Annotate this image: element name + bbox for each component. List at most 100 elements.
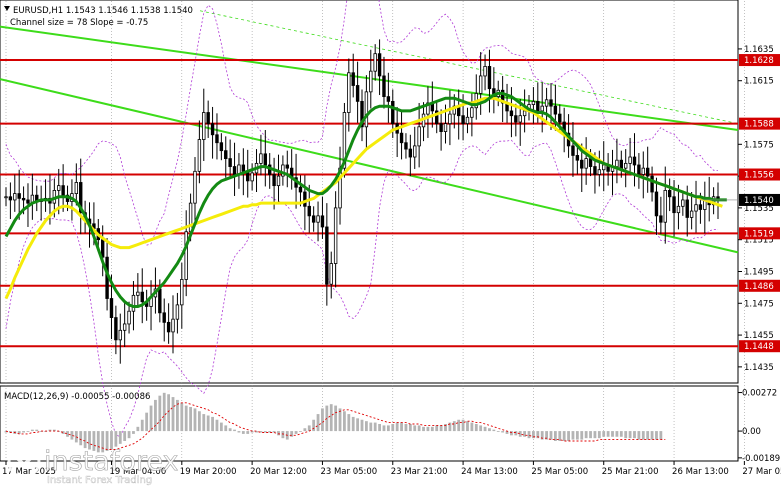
candle-body xyxy=(672,196,676,214)
candle-body xyxy=(509,110,514,117)
candle-body xyxy=(131,294,136,312)
level-price-tag xyxy=(739,340,780,353)
candle-body xyxy=(61,185,65,196)
macd-histogram-bar xyxy=(39,431,43,432)
candle-body xyxy=(681,199,685,207)
macd-histogram-bar xyxy=(110,431,113,450)
price-tick-label: 1.1515 xyxy=(744,236,774,246)
level-price-label: 1.1519 xyxy=(744,229,774,239)
candle-body xyxy=(272,174,276,187)
macd-histogram-bar xyxy=(457,419,461,432)
candle-body xyxy=(316,215,320,223)
candle-body xyxy=(215,134,219,144)
candle-body xyxy=(355,85,360,102)
macd-histogram-bar xyxy=(149,405,153,432)
macd-histogram-bar xyxy=(338,408,342,432)
macd-histogram-bar xyxy=(35,429,39,432)
macd-histogram-bar xyxy=(17,431,21,434)
macd-histogram-bar xyxy=(395,422,399,432)
candle-body xyxy=(13,193,17,201)
macd-histogram-bar xyxy=(628,431,632,439)
macd-histogram-bar xyxy=(202,414,206,432)
price-tick-label: 1.1575 xyxy=(744,140,774,150)
macd-histogram-bar xyxy=(325,405,329,432)
price-candles xyxy=(4,39,720,364)
macd-histogram-bar xyxy=(118,431,122,444)
time-tick-label: 25 Mar 05:00 xyxy=(531,467,588,477)
macd-histogram-bar xyxy=(641,431,645,440)
macd-histogram-bar xyxy=(132,431,135,434)
candle-body xyxy=(637,164,641,175)
macd-histogram-bar xyxy=(259,431,263,433)
current-price-label: 1.1540 xyxy=(744,196,774,206)
candle-body xyxy=(109,298,114,318)
macd-histogram-bar xyxy=(189,407,192,432)
candle-body xyxy=(514,115,518,123)
candle-body xyxy=(175,304,180,320)
candle-body xyxy=(241,164,246,172)
macd-histogram-bar xyxy=(400,422,403,432)
macd-histogram-bar xyxy=(351,416,355,432)
macd-histogram-bar xyxy=(241,431,245,434)
candle-body xyxy=(404,142,408,150)
macd-histogram-bar xyxy=(237,431,241,433)
candle-body xyxy=(276,175,281,187)
macd-histogram-bar xyxy=(176,399,179,432)
macd-histogram-bar xyxy=(101,431,105,453)
instaforex-logo-icon xyxy=(7,445,41,479)
candle-body xyxy=(351,72,355,86)
macd-histogram-bar xyxy=(211,416,214,432)
candle-body xyxy=(114,317,118,341)
candle-body xyxy=(171,318,175,333)
candle-body xyxy=(435,110,439,125)
candle-body xyxy=(549,99,553,107)
candle-body xyxy=(4,196,8,199)
candle-body xyxy=(166,321,171,333)
price-tick-label: 1.1535 xyxy=(744,204,774,214)
candle-body xyxy=(593,166,597,175)
candle-body xyxy=(219,142,224,152)
macd-histogram-bar xyxy=(268,431,272,433)
candle-body xyxy=(140,291,144,303)
candle-body xyxy=(694,204,698,212)
macd-histogram-bar xyxy=(624,431,628,439)
channel-middle-line xyxy=(199,10,739,125)
candle-body xyxy=(26,199,30,204)
candle-body xyxy=(540,105,544,112)
macd-histogram-bar xyxy=(567,431,570,441)
macd-histogram-bar xyxy=(444,424,447,432)
macd-histogram-bar xyxy=(382,425,386,432)
candle-body xyxy=(364,91,369,128)
macd-histogram-bar xyxy=(140,419,144,432)
candle-body xyxy=(206,112,210,125)
candle-body xyxy=(224,150,228,160)
time-tick-label: 19 Mar 04:00 xyxy=(109,467,166,477)
candle-body xyxy=(597,169,602,175)
macd-signal-line xyxy=(5,402,666,450)
candle-body xyxy=(580,159,584,169)
macd-histogram-bar xyxy=(527,431,531,439)
candle-body xyxy=(624,162,628,169)
macd-histogram-bar xyxy=(483,426,487,432)
candle-body xyxy=(250,172,254,182)
candle-body xyxy=(619,159,624,169)
time-tick-label: 24 Mar 13:00 xyxy=(461,467,518,477)
candle-body xyxy=(79,182,83,214)
candle-body xyxy=(659,215,663,223)
macd-histogram-bar xyxy=(597,431,601,439)
candle-body xyxy=(487,66,492,90)
candle-body xyxy=(74,182,79,194)
macd-histogram-bar xyxy=(22,431,25,433)
macd-histogram-bar xyxy=(532,431,535,439)
macd-histogram-bar xyxy=(290,431,294,437)
time-tick-label: 23 Mar 05:00 xyxy=(320,467,377,477)
candle-body xyxy=(667,190,672,198)
candle-body xyxy=(584,158,588,169)
candle-body xyxy=(470,107,474,118)
macd-histogram-bar xyxy=(162,392,166,432)
candle-body xyxy=(259,153,263,164)
level-price-label: 1.1448 xyxy=(744,342,774,352)
macd-histogram-bar xyxy=(171,397,175,432)
chart-menu-triangle-icon[interactable] xyxy=(4,6,10,11)
